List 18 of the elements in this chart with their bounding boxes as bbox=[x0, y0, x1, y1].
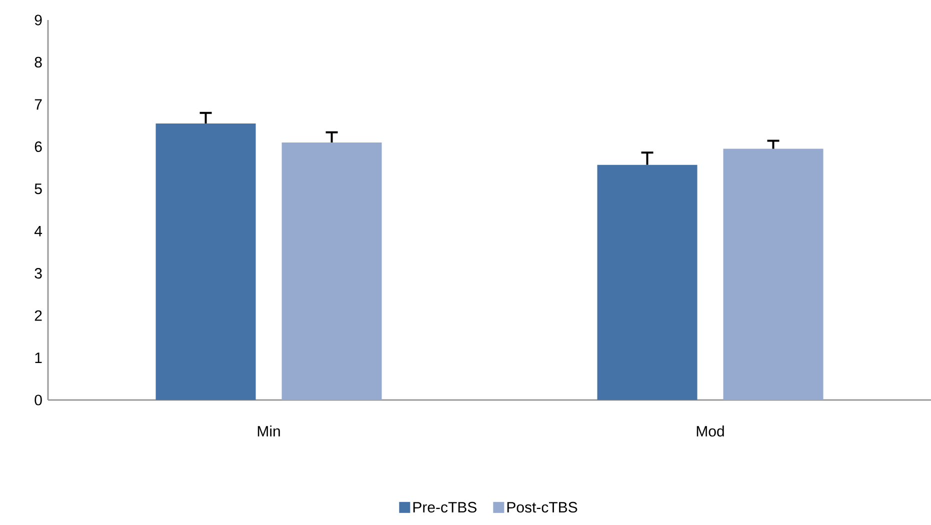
y-tick-label: 8 bbox=[34, 56, 42, 68]
y-tick-label: 6 bbox=[34, 141, 42, 152]
y-tick-label: 5 bbox=[34, 184, 42, 194]
y-tick-label: 9 bbox=[34, 14, 42, 26]
bar bbox=[597, 164, 698, 400]
bar bbox=[282, 142, 382, 400]
y-tick-label: 2 bbox=[34, 310, 42, 321]
y-tick-label: 0 bbox=[34, 394, 42, 406]
y-tick-label: 4 bbox=[34, 226, 42, 236]
y-tick-label: 3 bbox=[34, 268, 42, 279]
x-tick-label: Mod bbox=[696, 426, 724, 437]
bar bbox=[723, 148, 824, 400]
y-tick-label: 7 bbox=[34, 99, 42, 110]
bar bbox=[156, 123, 256, 400]
y-tick-label: 1 bbox=[35, 352, 42, 363]
legend-label: Pre-cTBS bbox=[413, 502, 476, 513]
x-tick-label: Min bbox=[258, 426, 280, 436]
legend-label: Post-cTBS bbox=[507, 502, 578, 513]
